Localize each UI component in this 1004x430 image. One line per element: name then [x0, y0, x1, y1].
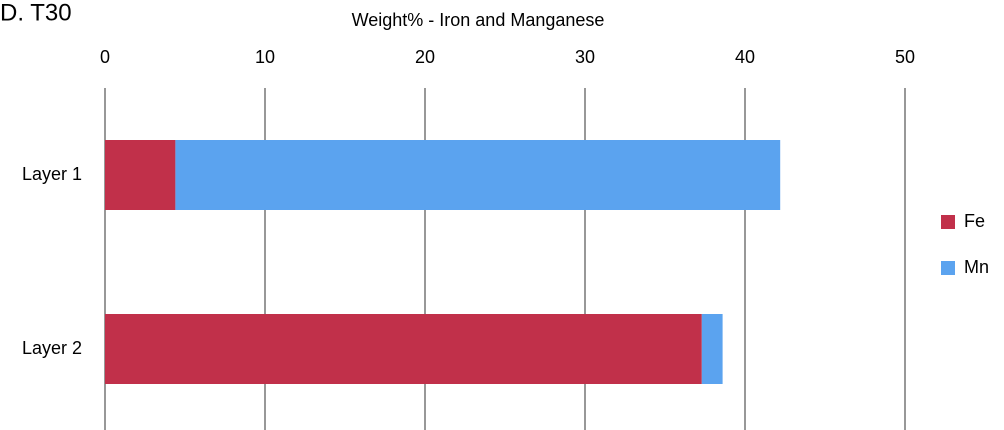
bar-segment: [105, 314, 702, 384]
chart-title: D. T30: [0, 0, 72, 26]
bar-segment: [175, 140, 781, 210]
legend-label: Fe: [964, 211, 985, 231]
y-tick-label: Layer 1: [22, 164, 82, 184]
x-tick-label: 10: [255, 47, 275, 67]
x-tick-label: 0: [100, 47, 110, 67]
legend-label: Mn: [964, 257, 989, 277]
bar-segment: [701, 314, 723, 384]
x-tick-label: 40: [735, 47, 755, 67]
legend-swatch: [941, 261, 955, 275]
x-axis-label: Weight% - Iron and Manganese: [352, 10, 605, 30]
y-tick-label: Layer 2: [22, 338, 82, 358]
x-tick-label: 20: [415, 47, 435, 67]
x-tick-label: 50: [895, 47, 915, 67]
legend-swatch: [941, 215, 955, 229]
x-tick-label: 30: [575, 47, 595, 67]
bar-segment: [105, 140, 176, 210]
